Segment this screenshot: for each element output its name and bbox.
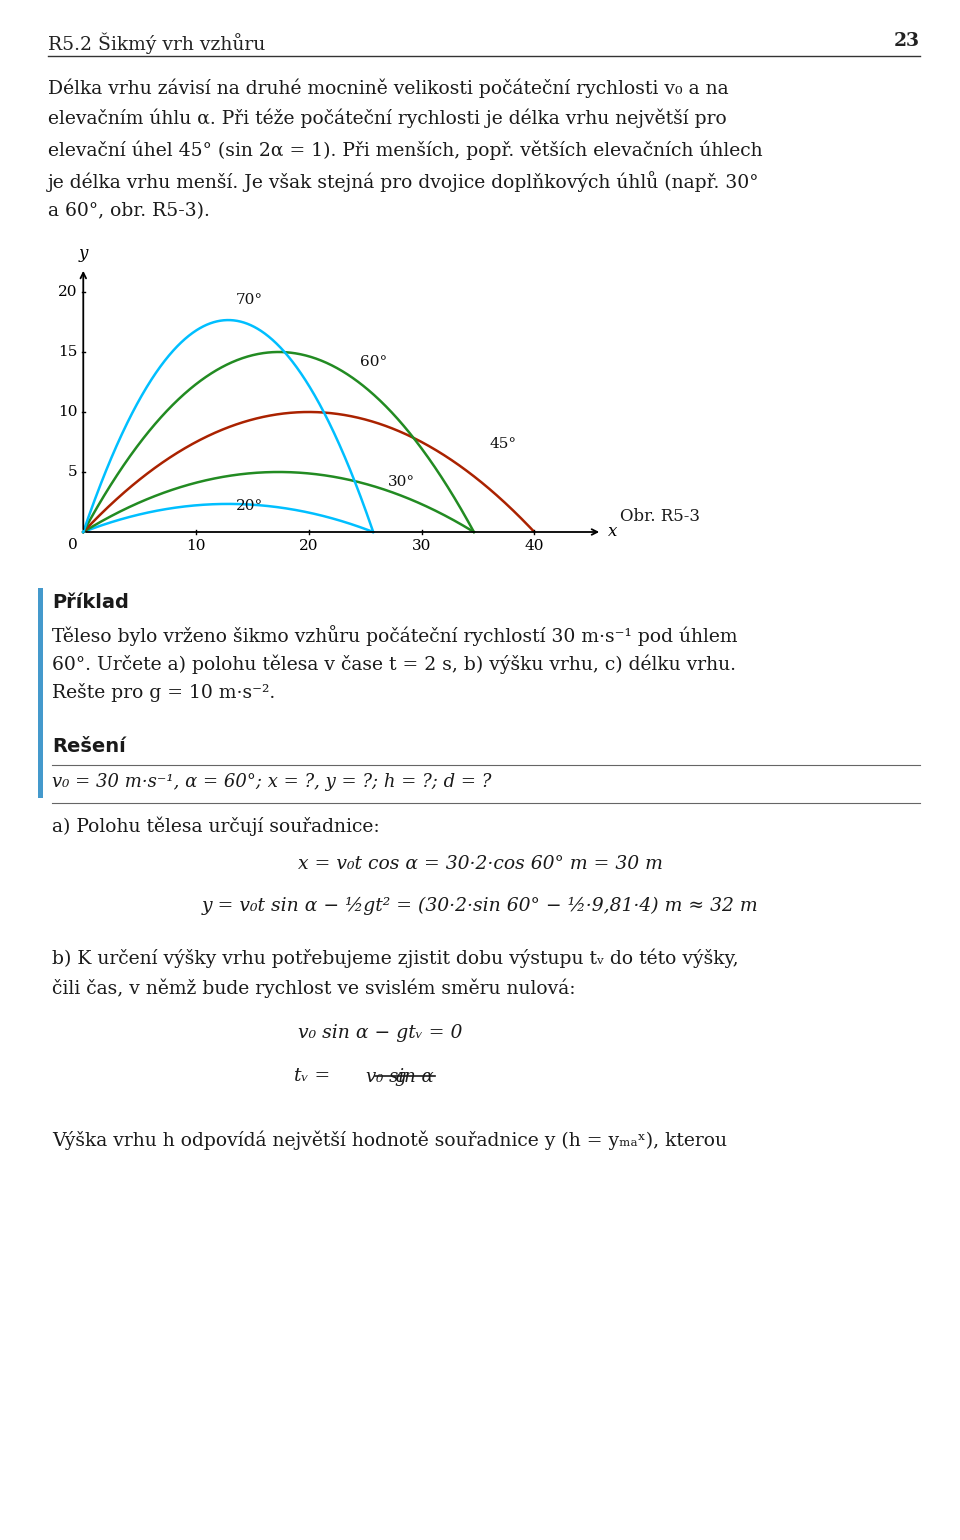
Text: 15: 15 bbox=[59, 345, 78, 359]
Text: 10: 10 bbox=[186, 539, 205, 553]
Text: 20: 20 bbox=[59, 285, 78, 299]
Text: 20°: 20° bbox=[235, 499, 263, 513]
Text: je délka vrhu menší. Je však stejná pro dvojice doplňkových úhlů (např. 30°: je délka vrhu menší. Je však stejná pro … bbox=[48, 171, 759, 192]
Bar bbox=[38, 588, 43, 798]
Text: 30°: 30° bbox=[388, 474, 415, 488]
Text: tᵥ =: tᵥ = bbox=[294, 1067, 330, 1086]
Text: 10: 10 bbox=[59, 405, 78, 419]
Text: 45°: 45° bbox=[490, 437, 516, 451]
Text: 60°: 60° bbox=[360, 354, 387, 368]
Text: a) Polohu tělesa určují souřadnice:: a) Polohu tělesa určují souřadnice: bbox=[52, 818, 379, 836]
Text: elevačním úhlu α. Při téže počáteční rychlosti je délka vrhu největší pro: elevačním úhlu α. Při téže počáteční ryc… bbox=[48, 109, 727, 128]
Text: 70°: 70° bbox=[235, 294, 263, 308]
Text: 40: 40 bbox=[524, 539, 544, 553]
Text: 0: 0 bbox=[68, 537, 78, 551]
Text: v₀ sin α: v₀ sin α bbox=[366, 1069, 434, 1086]
Text: Těleso bylo vrženo šikmo vzhůru počáteční rychlostí 30 m·s⁻¹ pod úhlem: Těleso bylo vrženo šikmo vzhůru počátečn… bbox=[52, 625, 737, 645]
Text: čili čas, v němž bude rychlost ve svislém směru nulová:: čili čas, v němž bude rychlost ve svislé… bbox=[52, 979, 575, 998]
Text: b) K určení výšky vrhu potřebujeme zjistit dobu výstupu tᵥ do této výšky,: b) K určení výšky vrhu potřebujeme zjist… bbox=[52, 949, 738, 969]
Text: Rešení: Rešení bbox=[52, 738, 126, 756]
Text: v₀ sin α − gtᵥ = 0: v₀ sin α − gtᵥ = 0 bbox=[298, 1024, 462, 1043]
Text: Rešte pro g = 10 m·s⁻².: Rešte pro g = 10 m·s⁻². bbox=[52, 684, 276, 702]
Text: elevační úhel 45° (sin 2α = 1). Při menších, popř. větších elevačních úhlech: elevační úhel 45° (sin 2α = 1). Při menš… bbox=[48, 140, 762, 160]
Text: y: y bbox=[79, 245, 88, 262]
Text: Výška vrhu h odpovídá největší hodnotě souřadnice y (h = yₘₐˣ), kterou: Výška vrhu h odpovídá největší hodnotě s… bbox=[52, 1130, 727, 1150]
Text: 23: 23 bbox=[894, 32, 920, 49]
Text: Délka vrhu závisí na druhé mocnině velikosti počáteční rychlosti v₀ a na: Délka vrhu závisí na druhé mocnině velik… bbox=[48, 79, 729, 97]
Text: Příklad: Příklad bbox=[52, 593, 129, 611]
Text: 5: 5 bbox=[68, 465, 78, 479]
Text: x: x bbox=[608, 524, 617, 541]
Text: R5.2 Šikmý vrh vzhůru: R5.2 Šikmý vrh vzhůru bbox=[48, 32, 265, 54]
Text: g: g bbox=[395, 1069, 406, 1086]
Text: 60°. Určete a) polohu tělesa v čase t = 2 s, b) výšku vrhu, c) délku vrhu.: 60°. Určete a) polohu tělesa v čase t = … bbox=[52, 654, 736, 673]
Text: 30: 30 bbox=[412, 539, 431, 553]
Text: v₀ = 30 m·s⁻¹, α = 60°; x = ?, y = ?; h = ?; d = ?: v₀ = 30 m·s⁻¹, α = 60°; x = ?, y = ?; h … bbox=[52, 773, 492, 792]
Text: y = v₀t sin α − ½gt² = (30·2·sin 60° − ½·9,81·4) m ≈ 32 m: y = v₀t sin α − ½gt² = (30·2·sin 60° − ½… bbox=[202, 896, 758, 915]
Text: 20: 20 bbox=[300, 539, 319, 553]
Text: Obr. R5-3: Obr. R5-3 bbox=[620, 508, 700, 525]
Text: x = v₀t cos α = 30·2·cos 60° m = 30 m: x = v₀t cos α = 30·2·cos 60° m = 30 m bbox=[298, 855, 662, 873]
Text: a 60°, obr. R5-3).: a 60°, obr. R5-3). bbox=[48, 202, 210, 220]
